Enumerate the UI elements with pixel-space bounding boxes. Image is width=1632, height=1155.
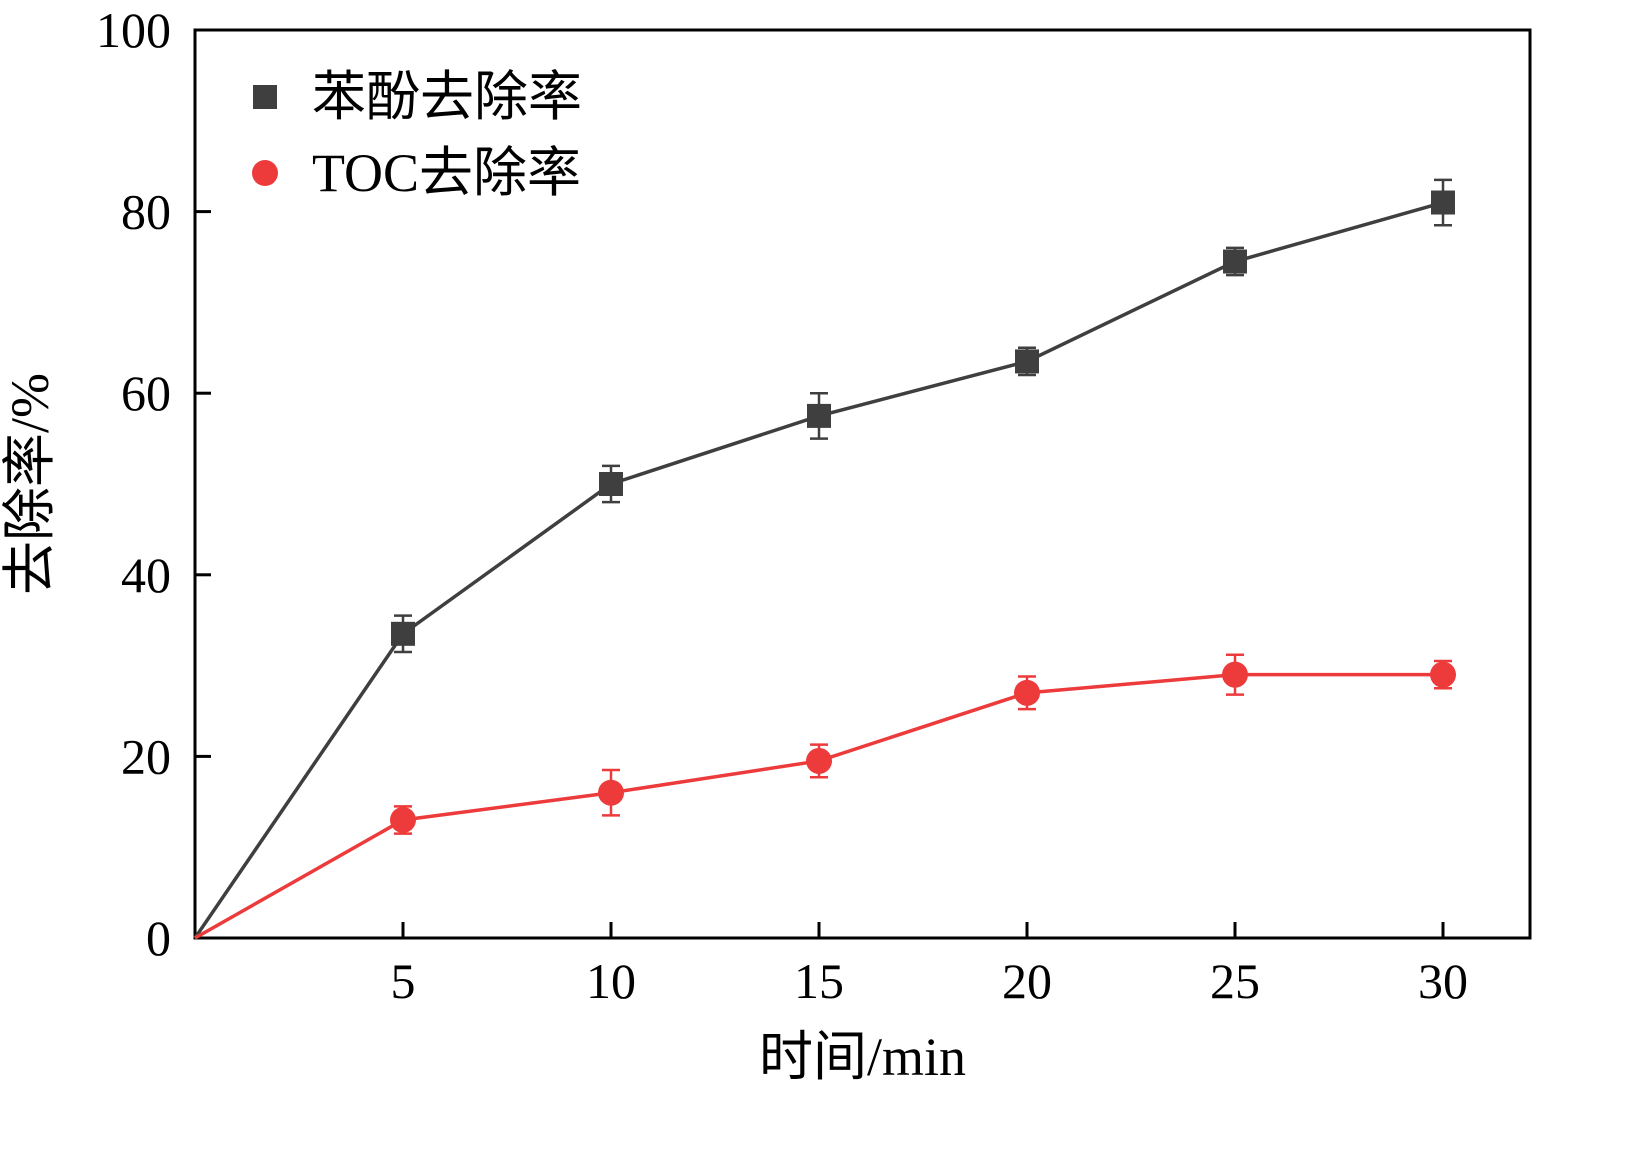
- y-tick-label: 0: [146, 910, 171, 966]
- circle-marker: [806, 747, 832, 774]
- circle-marker: [598, 779, 624, 806]
- y-axis-title: 去除率/%: [0, 373, 60, 595]
- x-tick-label: 30: [1418, 953, 1468, 1009]
- legend-label: 苯酚去除率: [312, 67, 582, 127]
- series-phenol: [193, 178, 1455, 939]
- square-marker: [1223, 249, 1247, 274]
- square-marker: [599, 472, 623, 496]
- x-tick-label: 5: [391, 953, 416, 1009]
- y-tick-label: 80: [121, 184, 171, 240]
- circle-marker: [1014, 679, 1040, 706]
- legend-circle-marker: [252, 160, 278, 186]
- x-axis-title: 时间/min: [759, 1027, 966, 1087]
- y-axis: 0 20 40 60 80 100: [96, 2, 211, 966]
- circle-marker: [390, 806, 416, 833]
- square-marker: [807, 403, 831, 428]
- series-toc: [194, 653, 1456, 940]
- y-tick-label: 20: [121, 728, 171, 784]
- legend-square-marker: [253, 85, 277, 109]
- x-tick-label: 25: [1210, 953, 1260, 1009]
- square-marker: [1431, 190, 1455, 215]
- y-tick-label: 100: [96, 2, 171, 58]
- x-axis: 5 10 15 20 25 30: [391, 922, 1468, 1009]
- series-line: [194, 672, 1443, 940]
- legend: 苯酚去除率 TOC去除率: [252, 67, 582, 203]
- circle-marker: [1430, 661, 1456, 688]
- square-marker: [1015, 349, 1039, 374]
- plot-frame: [193, 28, 1532, 940]
- y-tick-label: 60: [121, 365, 171, 421]
- legend-label: TOC去除率: [312, 143, 581, 203]
- x-tick-label: 10: [586, 953, 636, 1009]
- square-marker: [391, 621, 415, 646]
- circle-marker: [1222, 661, 1248, 688]
- y-tick-label: 40: [121, 547, 171, 603]
- x-tick-label: 15: [794, 953, 844, 1009]
- x-tick-label: 20: [1002, 953, 1052, 1009]
- series-line: [193, 200, 1444, 939]
